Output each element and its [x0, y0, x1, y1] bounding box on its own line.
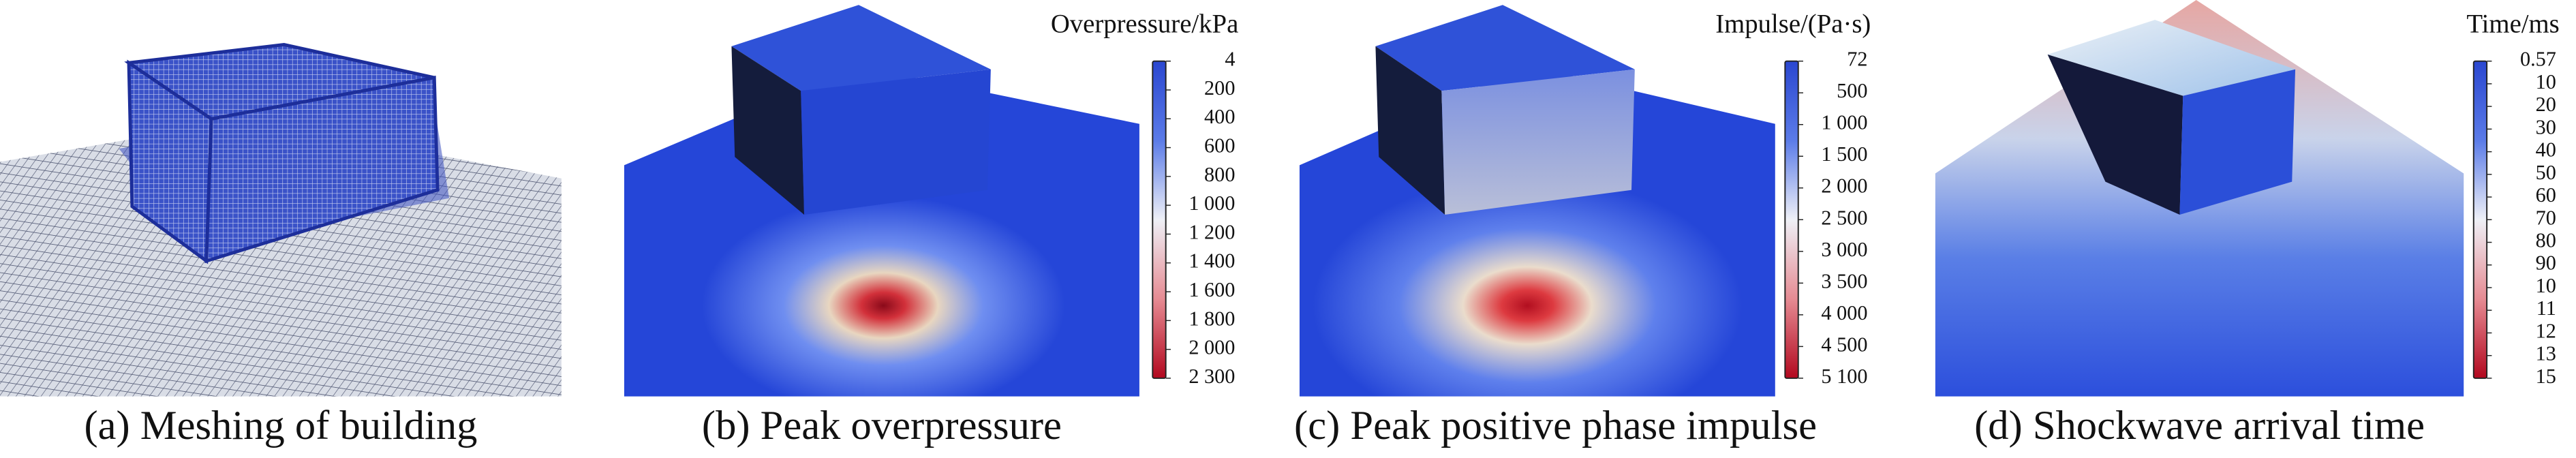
- colorbar-tick-label: 1 600: [1189, 278, 1235, 301]
- colorbar-tick-label: 2 300: [1189, 365, 1235, 388]
- arrival-time-render: [1935, 0, 2464, 397]
- colorbar-title: Time/ms: [2466, 10, 2559, 39]
- colorbar-tick-label: 13: [2536, 342, 2556, 365]
- colorbar-tick-label: 1 000: [1821, 111, 1867, 134]
- colorbar-tick-label: 2 000: [1189, 336, 1235, 359]
- colorbar-tick-label: 11: [2536, 296, 2556, 320]
- colorbar-tick-label: 1 800: [1189, 307, 1235, 330]
- colorbar-tick-label: 5 100: [1821, 365, 1867, 388]
- mesh-render: [0, 43, 562, 397]
- colorbar: [2472, 60, 2488, 379]
- caption: (d) Shockwave arrival time: [1974, 403, 2425, 448]
- colorbar-tick-label: 70: [2536, 206, 2556, 229]
- colorbar-tick-label: 80: [2536, 228, 2556, 251]
- colorbar-title: Impulse/(Pa·s): [1715, 10, 1871, 39]
- colorbar-tick-label: 2 000: [1821, 174, 1867, 198]
- colorbar-tick-label: 1 200: [1189, 220, 1235, 243]
- colorbar-tick-label: 12: [2536, 319, 2556, 342]
- colorbar-tick-label: 60: [2536, 183, 2556, 207]
- colorbar-tick-label: 4: [1225, 48, 1235, 71]
- caption: (b) Peak overpressure: [702, 403, 1062, 448]
- colorbar-tick-label: 50: [2536, 161, 2556, 184]
- colorbar-tick-label: 30: [2536, 115, 2556, 138]
- colorbar-tick-label: 400: [1204, 105, 1235, 128]
- colorbar-tick-label: 10: [2536, 274, 2556, 297]
- colorbar-tick-label: 4 000: [1821, 301, 1867, 324]
- colorbar-tick-label: 3 500: [1821, 269, 1867, 292]
- colorbar-title: Overpressure/kPa: [1051, 10, 1238, 39]
- impulse-render: [1299, 5, 1775, 397]
- colorbar-tick-label: 500: [1837, 79, 1867, 102]
- colorbar-tick-label: 4 500: [1821, 333, 1867, 356]
- colorbar-tick-label: 800: [1204, 163, 1235, 186]
- colorbar-tick-label: 15: [2536, 365, 2556, 388]
- colorbar-tick-label: 1 500: [1821, 142, 1867, 166]
- caption: (c) Peak positive phase impulse: [1294, 403, 1817, 448]
- colorbar-tick-label: 600: [1204, 134, 1235, 157]
- colorbar-tick-label: 90: [2536, 251, 2556, 275]
- colorbar-tick-label: 2 500: [1821, 206, 1867, 229]
- colorbar-tick-label: 40: [2536, 138, 2556, 162]
- colorbar-tick-label: 72: [1847, 48, 1867, 71]
- colorbar-tick-label: 1 400: [1189, 249, 1235, 273]
- colorbar-tick-label: 20: [2536, 93, 2556, 116]
- colorbar-tick-label: 200: [1204, 76, 1235, 100]
- colorbar-tick-label: 3 000: [1821, 238, 1867, 261]
- colorbar-tick-label: 10: [2536, 70, 2556, 93]
- caption: (a) Meshing of building: [84, 403, 477, 448]
- colorbar: [1784, 60, 1799, 379]
- overpressure-render: [624, 5, 1139, 397]
- colorbar-tick-label: 0.57: [2520, 48, 2556, 71]
- colorbar: [1152, 60, 1167, 379]
- colorbar-tick-label: 1 000: [1189, 192, 1235, 215]
